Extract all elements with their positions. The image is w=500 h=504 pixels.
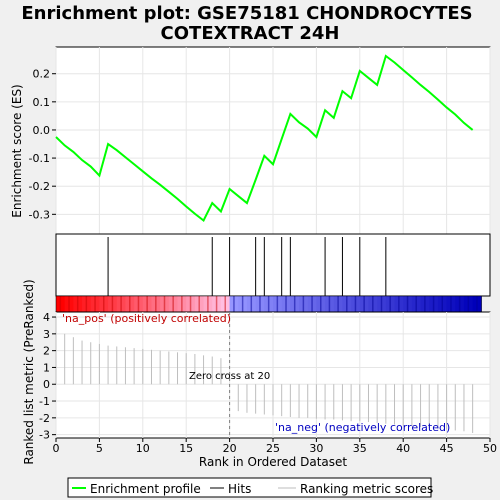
es-axis-label: Enrichment score (ES) xyxy=(10,84,24,217)
negative-correlation-label: 'na_neg' (negatively correlated) xyxy=(275,421,450,434)
legend-label: Hits xyxy=(228,482,251,496)
x-tick-label: 15 xyxy=(179,442,193,455)
ranking-y-tick-label: 1 xyxy=(43,361,50,374)
zero-cross-label: Zero cross at 20 xyxy=(189,371,270,382)
hits-panel xyxy=(55,233,491,297)
es-y-tick-label: -0.2 xyxy=(29,180,50,193)
ranking-y-tick-label: -2 xyxy=(39,412,50,425)
ranking-y-tick-label: -1 xyxy=(39,395,50,408)
ranking-y-tick-label: 4 xyxy=(43,311,50,324)
ranking-color-bar xyxy=(55,295,482,313)
x-axis-label: Rank in Ordered Dataset xyxy=(199,455,347,469)
legend-box xyxy=(67,477,432,498)
es-y-tick-label: 0.1 xyxy=(33,96,51,109)
x-tick-label: 0 xyxy=(53,442,60,455)
x-tick-label: 30 xyxy=(309,442,323,455)
es-y-tick-label: 0.0 xyxy=(33,124,51,137)
ranking-axis-label: Ranked list metric (PreRanked) xyxy=(22,279,36,464)
ranking-y-tick-label: 0 xyxy=(43,378,50,391)
x-tick-label: 45 xyxy=(440,442,454,455)
x-tick-label: 35 xyxy=(353,442,367,455)
ranking-y-tick-label: 3 xyxy=(43,328,50,341)
enrichment-profile-line xyxy=(55,54,474,223)
ranking-y-tick-label: 2 xyxy=(43,345,50,358)
x-tick-label: 10 xyxy=(136,442,150,455)
legend-label: Ranking metric scores xyxy=(300,482,433,496)
legend-label: Enrichment profile xyxy=(90,482,201,496)
es-y-tick-label: -0.1 xyxy=(29,152,50,165)
x-tick-label: 50 xyxy=(483,442,497,455)
x-tick-label: 20 xyxy=(223,442,237,455)
es-y-tick-label: 0.2 xyxy=(33,68,51,81)
ranking-y-tick-label: -3 xyxy=(39,429,50,442)
chart-title-line-1: Enrichment plot: GSE75181 CHONDROCYTES xyxy=(21,3,472,24)
es-y-tick-label: -0.3 xyxy=(29,208,50,221)
x-tick-label: 25 xyxy=(266,442,280,455)
chart-title-line-2: COTEXTRACT 24H xyxy=(161,23,340,44)
x-tick-label: 40 xyxy=(396,442,410,455)
positive-correlation-label: 'na_pos' (positively correlated) xyxy=(62,312,231,325)
x-tick-label: 5 xyxy=(96,442,103,455)
